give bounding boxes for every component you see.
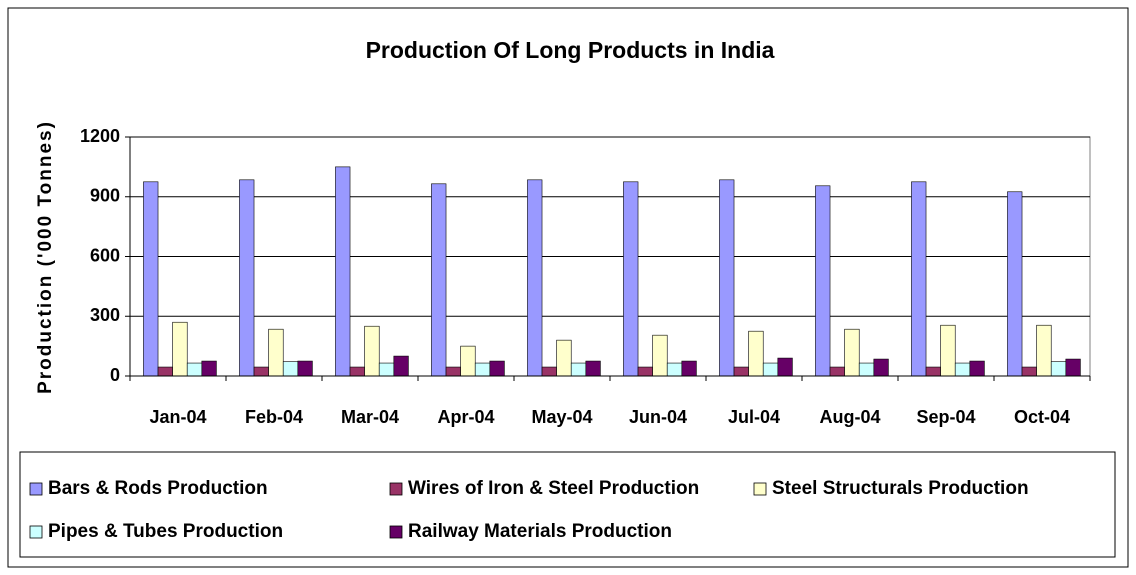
y-tick-label: 300 (90, 305, 120, 325)
bar (940, 324, 956, 377)
bar (556, 339, 572, 377)
bar (143, 181, 159, 377)
bar (1021, 366, 1037, 377)
bar (873, 358, 889, 377)
bar (474, 362, 491, 377)
y-tick-label: 1200 (80, 126, 120, 146)
bar (1050, 361, 1067, 377)
bar (748, 330, 764, 377)
x-tick-label: Jul-04 (728, 407, 780, 427)
bar (858, 362, 875, 377)
x-tick-label: Oct-04 (1014, 407, 1070, 427)
x-tick-label: Jan-04 (149, 407, 206, 427)
bar (186, 362, 203, 377)
bar (335, 166, 351, 377)
legend-swatch (389, 525, 403, 539)
bar (172, 321, 188, 377)
bar (666, 362, 683, 377)
bar (585, 360, 601, 377)
bar (253, 366, 269, 377)
x-tick-label: Aug-04 (819, 407, 880, 427)
bar (954, 362, 971, 377)
bar (460, 345, 476, 377)
bar (364, 325, 380, 377)
y-tick-label: 600 (90, 245, 120, 265)
bar (681, 360, 697, 377)
bar (378, 362, 395, 377)
bar (719, 179, 735, 377)
bar (777, 357, 793, 377)
bar (733, 366, 749, 377)
x-tick-label: Sep-04 (916, 407, 975, 427)
bar (268, 328, 284, 377)
legend-label: Steel Structurals Production (772, 478, 1029, 499)
bar (1065, 358, 1081, 377)
bar (815, 185, 831, 377)
x-tick-label: Feb-04 (245, 407, 303, 427)
bar (527, 179, 543, 377)
legend-label: Bars & Rods Production (48, 478, 268, 499)
bar (445, 366, 461, 377)
bar (349, 366, 365, 377)
x-tick-label: Mar-04 (341, 407, 399, 427)
bar (431, 183, 447, 377)
bar (911, 181, 927, 377)
bar (637, 366, 653, 377)
x-tick-label: Jun-04 (629, 407, 687, 427)
bar (1036, 324, 1052, 377)
bar (393, 355, 409, 377)
x-tick-label: May-04 (531, 407, 592, 427)
bar (762, 362, 779, 377)
legend-swatch (389, 482, 403, 496)
bar (282, 361, 299, 377)
bar (844, 328, 860, 377)
bar (570, 362, 587, 377)
bar (652, 334, 668, 377)
bar (239, 179, 255, 377)
legend-swatch (29, 525, 43, 539)
bar (623, 181, 639, 377)
bar (541, 366, 557, 377)
chart-title: Production Of Long Products in India (366, 37, 775, 63)
bar (489, 360, 505, 377)
y-axis-label: Production ('000 Tonnes) (35, 120, 56, 394)
legend-swatch (753, 482, 767, 496)
bar (1007, 191, 1023, 377)
bar (297, 360, 313, 377)
y-tick-label: 900 (90, 186, 120, 206)
legend-label: Pipes & Tubes Production (48, 521, 283, 542)
legend-label: Wires of Iron & Steel Production (408, 478, 699, 499)
y-tick-label: 0 (110, 365, 120, 385)
bar (829, 366, 845, 377)
x-tick-label: Apr-04 (437, 407, 494, 427)
legend-label: Railway Materials Production (408, 521, 672, 542)
bar (201, 360, 217, 377)
legend-swatch (29, 482, 43, 496)
bar (157, 366, 173, 377)
bar (969, 360, 985, 377)
bar (925, 366, 941, 377)
legend-box (19, 451, 1116, 558)
